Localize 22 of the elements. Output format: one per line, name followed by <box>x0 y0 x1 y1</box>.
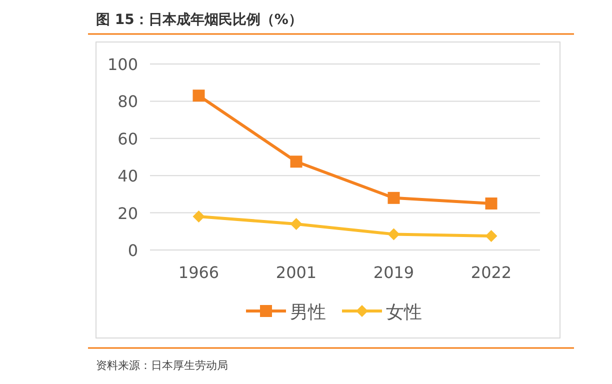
x-tick-label: 2022 <box>470 263 512 282</box>
point <box>192 210 205 223</box>
legend-label: 男性 <box>290 302 326 323</box>
point <box>388 228 400 240</box>
y-tick-label: 0 <box>128 241 138 260</box>
legend-label: 女性 <box>386 302 422 323</box>
x-tick-label: 1966 <box>178 263 220 282</box>
x-tick-label: 2001 <box>276 263 317 282</box>
chart-title: 图 15：日本成年烟民比例（%） <box>96 12 302 28</box>
y-tick-label: 20 <box>118 204 138 223</box>
point <box>388 192 400 204</box>
point <box>192 90 205 102</box>
point <box>290 218 302 230</box>
x-tick-label: 2019 <box>373 263 414 282</box>
point <box>290 156 302 168</box>
y-tick-label: 80 <box>118 92 138 112</box>
y-tick-label: 40 <box>118 166 138 186</box>
point <box>485 230 498 242</box>
point <box>485 198 498 210</box>
y-tick-label: 60 <box>118 129 138 148</box>
text: 资料来源：日本厚生劳动局 <box>96 359 228 372</box>
y-tick-label: 100 <box>107 55 138 74</box>
